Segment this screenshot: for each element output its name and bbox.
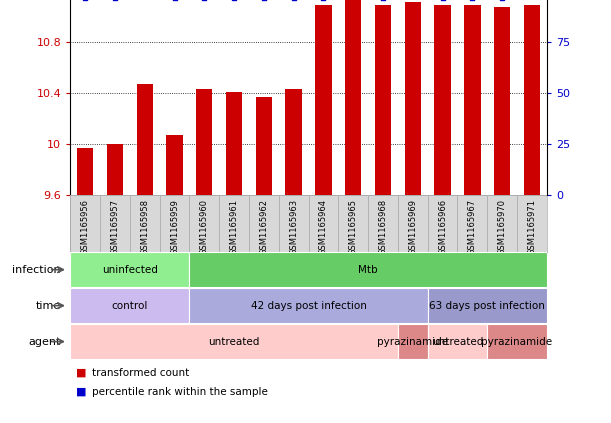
Bar [315, 5, 332, 195]
Bar [428, 288, 547, 323]
Text: GSM1165957: GSM1165957 [111, 199, 119, 255]
Bar [279, 195, 309, 252]
Text: pyrazinamide: pyrazinamide [481, 337, 552, 346]
Bar [70, 324, 398, 359]
Text: GSM1165966: GSM1165966 [438, 199, 447, 255]
Bar [100, 195, 130, 252]
Point [497, 0, 507, 1]
Point [229, 0, 239, 1]
Bar [345, 0, 362, 195]
Bar [494, 7, 510, 195]
Text: GSM1165971: GSM1165971 [527, 199, 536, 255]
Point [378, 0, 388, 1]
Text: 42 days post infection: 42 days post infection [251, 301, 367, 310]
Bar [338, 195, 368, 252]
Point [110, 0, 120, 1]
Point [259, 0, 269, 1]
Text: GSM1165962: GSM1165962 [260, 199, 268, 255]
Text: pyrazinamide: pyrazinamide [377, 337, 448, 346]
Text: infection: infection [12, 265, 60, 275]
Bar [404, 2, 421, 195]
Bar [434, 5, 451, 195]
Bar [398, 195, 428, 252]
Bar [196, 89, 213, 195]
Text: control: control [112, 301, 148, 310]
Bar [375, 5, 391, 195]
Bar [189, 253, 547, 287]
Text: time: time [35, 301, 60, 310]
Text: GSM1165968: GSM1165968 [379, 199, 387, 255]
Bar [107, 144, 123, 195]
Bar [70, 288, 189, 323]
Bar [488, 195, 517, 252]
Text: GSM1165969: GSM1165969 [408, 199, 417, 255]
Text: GSM1165970: GSM1165970 [498, 199, 507, 255]
Text: GSM1165963: GSM1165963 [289, 199, 298, 255]
Text: percentile rank within the sample: percentile rank within the sample [92, 387, 268, 397]
Text: GSM1165959: GSM1165959 [170, 199, 179, 255]
Text: GSM1165958: GSM1165958 [141, 199, 149, 255]
Bar [130, 195, 159, 252]
Text: agent: agent [28, 337, 60, 346]
Bar [166, 135, 183, 195]
Bar [524, 5, 540, 195]
Point [170, 0, 180, 1]
Text: GSM1165961: GSM1165961 [230, 199, 238, 255]
Text: ■: ■ [76, 387, 87, 397]
Bar [488, 324, 547, 359]
Text: GSM1165956: GSM1165956 [81, 199, 90, 255]
Bar [368, 195, 398, 252]
Bar [70, 253, 189, 287]
Text: Mtb: Mtb [358, 265, 378, 275]
Text: ■: ■ [76, 368, 87, 378]
Text: GSM1165964: GSM1165964 [319, 199, 328, 255]
Point [80, 0, 90, 1]
Bar [77, 148, 93, 195]
Text: GSM1165960: GSM1165960 [200, 199, 209, 255]
Point [289, 0, 299, 1]
Bar [458, 195, 488, 252]
Bar [159, 195, 189, 252]
Bar [136, 84, 153, 195]
Bar [464, 5, 481, 195]
Point [467, 0, 477, 1]
Text: 63 days post infection: 63 days post infection [430, 301, 545, 310]
Text: GSM1165965: GSM1165965 [349, 199, 357, 255]
Text: transformed count: transformed count [92, 368, 189, 378]
Text: uninfected: uninfected [102, 265, 158, 275]
Bar [517, 195, 547, 252]
Bar [255, 97, 272, 195]
Text: untreated: untreated [208, 337, 260, 346]
Bar [428, 195, 458, 252]
Point [199, 0, 209, 1]
Bar [219, 195, 249, 252]
Bar [70, 195, 100, 252]
Bar [189, 195, 219, 252]
Bar [398, 324, 428, 359]
Bar [285, 89, 302, 195]
Text: untreated: untreated [432, 337, 483, 346]
Bar [226, 92, 243, 195]
Bar [428, 324, 488, 359]
Point [437, 0, 447, 1]
Text: GSM1165967: GSM1165967 [468, 199, 477, 255]
Bar [309, 195, 338, 252]
Bar [249, 195, 279, 252]
Point [318, 0, 328, 1]
Bar [189, 288, 428, 323]
